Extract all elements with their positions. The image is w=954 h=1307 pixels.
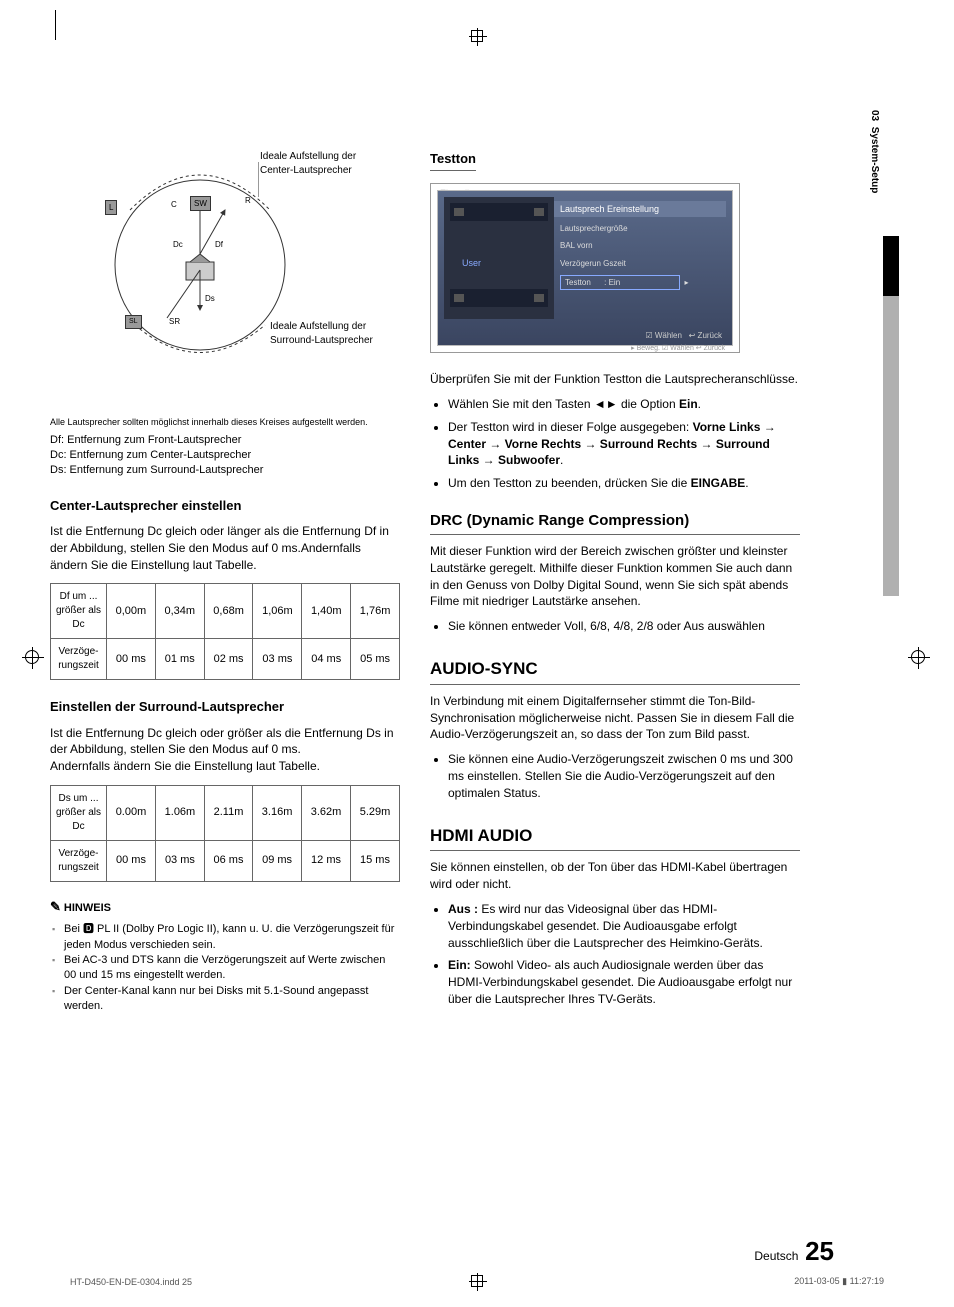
ui-row-selected: Testton : Ein ▸: [560, 275, 720, 290]
ui-user: User: [462, 257, 481, 270]
hinweis-list: Bei 🅳 PL II (Dolby Pro Logic II), kann u…: [50, 922, 400, 1014]
ui-footer-strike: ▸ Beweg. ☑ Wählen ↩ Zurück: [631, 344, 725, 354]
testton-text: Überprüfen Sie mit der Funktion Testton …: [430, 371, 800, 388]
caption-surround: Ideale Aufstellung der Surround-Lautspre…: [270, 320, 390, 348]
ui-row: BAL vorn: [560, 240, 720, 251]
right-column: Testton Einstellungen User Lautsprech Er…: [430, 150, 800, 1015]
arrow-right-icon: ▸: [684, 278, 688, 287]
center-r1-label: Df um ... größer als Dc: [51, 584, 107, 639]
drc-heading: DRC (Dynamic Range Compression): [430, 510, 800, 535]
diagram-svg: [50, 150, 390, 390]
label-Dc: Dc: [170, 238, 186, 251]
center-heading: Center-Lautsprecher einstellen: [50, 497, 400, 515]
testton-heading: Testton: [430, 150, 476, 171]
label-SW: SW: [190, 196, 211, 211]
audiosync-heading: AUDIO-SYNC: [430, 657, 800, 685]
note-icon: ✎: [50, 899, 61, 914]
testton-bullet: Wählen Sie mit den Tasten ◄► die Option …: [448, 396, 800, 413]
left-column: Ideale Aufstellung der Center-Lautsprech…: [50, 150, 400, 1015]
audiosync-text: In Verbindung mit einem Digitalfernseher…: [430, 693, 800, 743]
ui-panel: Lautsprechergröße BAL vorn Verzögerun Gs…: [560, 223, 720, 296]
hdmi-text: Sie können einstellen, ob der Ton über d…: [430, 859, 800, 893]
drc-bullet: Sie können entweder Voll, 6/8, 4/8, 2/8 …: [448, 618, 800, 635]
audiosync-bullet: Sie können eine Audio-Verzögerungszeit z…: [448, 751, 800, 801]
testton-bullet: Der Testton wird in dieser Folge ausgege…: [448, 419, 800, 469]
legend-df: Df: Entfernung zum Front-Lautsprecher: [50, 433, 400, 448]
testton-bullet: Um den Testton zu beenden, drücken Sie d…: [448, 475, 800, 492]
label-Ds: Ds: [202, 292, 218, 305]
center-table: Df um ... größer als Dc 0,00m 0,34m 0,68…: [50, 583, 400, 680]
legend-ds: Ds: Entfernung zum Surround-Lautsprecher: [50, 463, 400, 478]
surround-text1: Ist die Entfernung Dc gleich oder größer…: [50, 725, 400, 759]
center-text: Ist die Entfernung Dc gleich oder länger…: [50, 523, 400, 573]
diagram-note: Alle Lautsprecher sollten möglichst inne…: [50, 416, 400, 429]
label-R: R: [242, 194, 254, 207]
hdmi-item: Ein: Sowohl Video- als auch Audiosignale…: [448, 957, 800, 1007]
hdmi-item: Aus : Es wird nur das Videosignal über d…: [448, 901, 800, 951]
caption-center: Ideale Aufstellung der Center-Lautsprech…: [260, 150, 390, 178]
ui-row: Lautsprechergröße: [560, 223, 720, 234]
legend-dc: Dc: Entfernung zum Center-Lautsprecher: [50, 448, 400, 463]
surround-heading: Einstellen der Surround-Lautsprecher: [50, 698, 400, 716]
footer-right: 2011-03-05 ▮ 11:27:19: [794, 1276, 884, 1287]
diagram-legend: Df: Entfernung zum Front-Lautsprecher Dc…: [50, 433, 400, 479]
label-L: L: [105, 200, 117, 215]
label-Df: Df: [212, 238, 226, 251]
hinweis-item: Der Center-Kanal kann nur bei Disks mit …: [64, 984, 400, 1015]
audiosync-bullets: Sie können eine Audio-Verzögerungszeit z…: [430, 751, 800, 801]
ui-sidebar: User: [444, 197, 554, 319]
center-r2-label: Verzöge-rungszeit: [51, 639, 107, 680]
footer-left: HT-D450-EN-DE-0304.indd 25: [70, 1277, 192, 1287]
speaker-diagram: Ideale Aufstellung der Center-Lautsprech…: [50, 150, 390, 410]
surround-table: Ds um ... größer als Dc 0.00m 1.06m 2.11…: [50, 785, 400, 882]
ui-footer: ☑ Wählen ↩ Zurück: [645, 330, 722, 341]
surround-r2-label: Verzöge-rungszeit: [51, 840, 107, 881]
label-SR: SR: [166, 315, 183, 328]
testton-bullets: Wählen Sie mit den Tasten ◄► die Option …: [430, 396, 800, 492]
ui-header: Lautsprech Ereinstellung: [554, 201, 726, 217]
surround-text2: Andernfalls ändern Sie die Einstellung l…: [50, 758, 400, 775]
hinweis-item: Bei 🅳 PL II (Dolby Pro Logic II), kann u…: [64, 922, 400, 953]
ui-screenshot: Einstellungen User Lautsprech Ereinstell…: [430, 183, 740, 353]
surround-r1-label: Ds um ... größer als Dc: [51, 785, 107, 840]
hinweis-item: Bei AC-3 und DTS kann die Verzögerungsze…: [64, 953, 400, 984]
ui-row: Verzögerun Gszeit: [560, 258, 720, 269]
hdmi-bullets: Aus : Es wird nur das Videosignal über d…: [430, 901, 800, 1008]
page-number: Deutsch 25: [754, 1236, 834, 1267]
label-C: C: [168, 198, 180, 211]
label-SL: SL: [125, 315, 142, 329]
hdmi-heading: HDMI AUDIO: [430, 824, 800, 852]
hinweis-heading: ✎HINWEIS: [50, 898, 400, 916]
crop-mark-bottom: [471, 1275, 483, 1287]
drc-text: Mit dieser Funktion wird der Bereich zwi…: [430, 543, 800, 610]
drc-bullets: Sie können entweder Voll, 6/8, 4/8, 2/8 …: [430, 618, 800, 635]
